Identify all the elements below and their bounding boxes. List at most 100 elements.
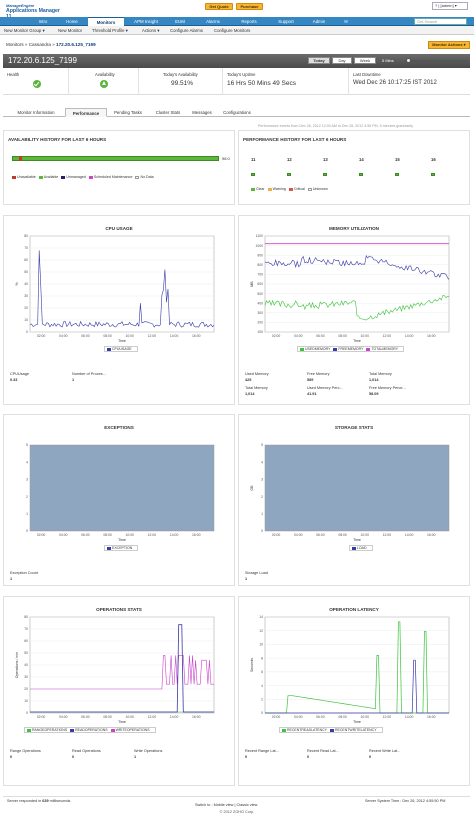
- plot-area: [29, 444, 215, 532]
- performance-hour-status: [323, 173, 327, 176]
- server-system-time: Server System Time : Dec 26, 2012 4:55:5…: [365, 799, 446, 803]
- y-tick-label: 500: [257, 292, 263, 296]
- stat-value: 589: [307, 378, 314, 382]
- app-logo[interactable]: ManageEngine Applications Manager 11: [4, 2, 62, 20]
- y-tick-label: 20: [24, 687, 28, 691]
- tab-messages[interactable]: Messages: [192, 110, 212, 115]
- purchase-button[interactable]: Purchase: [236, 3, 263, 10]
- period-week[interactable]: Week: [354, 57, 376, 64]
- performance-history-title: PERFORMANCE HISTORY FOR LAST 6 HOURS: [243, 137, 347, 142]
- availability-bar: [12, 156, 219, 161]
- configure-monitors-link[interactable]: Configure Monitors: [214, 28, 251, 33]
- brand-line1: ManageEngine: [6, 3, 35, 8]
- server-response-prefix: Server responded in: [7, 799, 43, 803]
- performance-hour-label: 16: [431, 157, 436, 162]
- performance-hour-status: [359, 173, 363, 176]
- stat-value: 1,014: [369, 378, 379, 382]
- x-tick-label: 06:00: [316, 334, 325, 338]
- nav-reports[interactable]: Reports: [241, 19, 257, 24]
- stat-item: Used Memory Perc... 41.91: [307, 386, 343, 396]
- user-menu[interactable]: ? | [admin] ▾: [432, 2, 468, 10]
- legend-warning-swatch: [267, 187, 272, 191]
- stat-item: Total Memory 1,014: [245, 386, 268, 396]
- y-tick-label: 1000: [255, 244, 263, 248]
- nav-apm-insight[interactable]: APM Insight: [134, 19, 158, 24]
- x-tick-label: 14:00: [170, 533, 179, 537]
- legend-swatch: [70, 728, 75, 732]
- y-tick-label: 4: [261, 460, 263, 464]
- plot-area: [264, 444, 450, 532]
- nav-monitors[interactable]: Monitors: [88, 17, 124, 26]
- y-tick-label: 80: [24, 615, 28, 619]
- x-tick-label: 12:00: [148, 533, 157, 537]
- period-5mins[interactable]: 5 Mins: [382, 58, 394, 63]
- tab-configurations[interactable]: Configurations: [223, 110, 251, 115]
- y-axis-label: MB: [250, 281, 254, 287]
- period-today[interactable]: Today: [308, 57, 330, 64]
- y-tick-label: 40: [24, 282, 28, 286]
- health-col: Health: [3, 68, 69, 95]
- monitor-actions-button[interactable]: Monitor Actions ▾: [428, 41, 470, 49]
- legend-swatch: [352, 546, 356, 550]
- x-axis-label: Time: [118, 339, 126, 343]
- zoom-slider-handle[interactable]: [406, 58, 411, 63]
- search-input[interactable]: Get Search: [414, 18, 467, 25]
- legend-swatch: [282, 728, 286, 732]
- chart-title: MEMORY UTILIZATION: [329, 226, 379, 231]
- mail-icon[interactable]: ✉: [344, 19, 348, 24]
- performance-hour-label: 12: [287, 157, 292, 162]
- health-label: Health: [7, 72, 20, 77]
- stat-value: 0: [72, 755, 75, 759]
- x-tick-label: 04:00: [294, 533, 303, 537]
- y-tick-label: 300: [257, 311, 263, 315]
- y-tick-label: 10: [259, 643, 263, 647]
- legend-label: TOTALMEMORY: [371, 347, 399, 351]
- configure-alarms-link[interactable]: Configure Alarms: [170, 28, 203, 33]
- tab-performance[interactable]: Performance: [65, 108, 107, 117]
- x-tick-label: 10:00: [361, 715, 370, 719]
- x-tick-label: 16:00: [192, 533, 201, 537]
- actions-menu[interactable]: Actions ▾: [142, 28, 160, 33]
- nav-admin[interactable]: Admin: [312, 19, 326, 24]
- breadcrumb-path[interactable]: Monitors » Cassandra »: [6, 42, 57, 47]
- nav-home[interactable]: Home: [66, 19, 78, 24]
- view-switcher[interactable]: Switch to : Mobile view | Classic view: [195, 803, 258, 807]
- new-monitor-group-menu[interactable]: New Monitor Group ▾: [4, 28, 45, 33]
- uptime-col: Today's Uptime 16 Hrs 50 Mins 49 Secs: [223, 68, 349, 95]
- legend-nodata: No Data: [140, 175, 154, 179]
- stat-item: Recent Range Lat... 0: [245, 749, 279, 759]
- x-tick-label: 08:00: [338, 334, 347, 338]
- x-tick-label: 12:00: [148, 715, 157, 719]
- nav-support[interactable]: Support: [278, 19, 294, 24]
- chart-legend: RANGEOPERATIONS READOPERATIONS WRITEOPERAT…: [24, 727, 156, 733]
- stat-item: Exception Count 1: [10, 571, 38, 581]
- availability-percent: 98.0: [222, 156, 230, 161]
- x-tick-label: 14:00: [170, 334, 179, 338]
- x-tick-label: 12:00: [148, 334, 157, 338]
- x-tick-label: 02:00: [272, 715, 281, 719]
- read-operations-series: [30, 624, 214, 713]
- nav-intro[interactable]: Intro: [38, 19, 48, 24]
- performance-history-panel: PERFORMANCE HISTORY FOR LAST 6 HOURS Cle…: [238, 130, 470, 205]
- tab-cluster-stats[interactable]: Cluster Stats: [155, 110, 181, 115]
- x-tick-label: 08:00: [103, 334, 112, 338]
- stat-label: Free Memory: [307, 372, 330, 376]
- period-day[interactable]: Day: [332, 57, 352, 64]
- y-tick-label: 30: [24, 675, 28, 679]
- chart-title: OPERATIONS STATS: [96, 607, 142, 612]
- performance-legend: Clear Warning Critical Unknown: [251, 187, 328, 191]
- new-monitor-link[interactable]: New Monitor: [58, 28, 83, 33]
- legend-unknown: Unknown: [312, 187, 328, 191]
- main-nav: Intro Home Monitors APM Insight EUM Alar…: [0, 17, 474, 26]
- nav-eum[interactable]: EUM: [175, 19, 185, 24]
- tab-monitor-information[interactable]: Monitor Information: [17, 110, 55, 115]
- tab-pending-tasks[interactable]: Pending Tasks: [114, 110, 142, 115]
- nav-alarms[interactable]: Alarms: [206, 19, 220, 24]
- availability-outage-mark: [19, 156, 22, 161]
- zoom-slider[interactable]: [405, 60, 468, 62]
- threshold-profile-menu[interactable]: Threshold Profile ▾: [92, 28, 128, 33]
- downtime-value: Wed Dec 26 10:17:25 IST 2012: [353, 80, 437, 86]
- performance-hour-label: 15: [395, 157, 400, 162]
- legend-label: USEDMEMORY: [305, 347, 331, 351]
- get-quote-button[interactable]: Get Quote: [205, 3, 233, 10]
